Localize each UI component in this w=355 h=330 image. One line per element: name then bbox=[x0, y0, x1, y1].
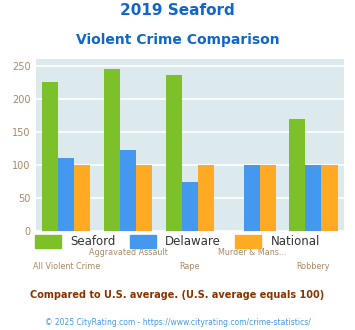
Text: Rape: Rape bbox=[180, 262, 200, 271]
Bar bbox=[198, 165, 214, 231]
Bar bbox=[260, 165, 276, 231]
Text: © 2025 CityRating.com - https://www.cityrating.com/crime-statistics/: © 2025 CityRating.com - https://www.city… bbox=[45, 318, 310, 327]
Bar bbox=[75, 165, 91, 231]
Bar bbox=[120, 150, 136, 231]
Text: Aggravated Assault: Aggravated Assault bbox=[89, 248, 168, 257]
Text: Compared to U.S. average. (U.S. average equals 100): Compared to U.S. average. (U.S. average … bbox=[31, 290, 324, 300]
Bar bbox=[166, 75, 182, 231]
Bar bbox=[104, 69, 120, 231]
Bar bbox=[244, 165, 260, 231]
Bar bbox=[322, 165, 338, 231]
Text: Robbery: Robbery bbox=[297, 262, 330, 271]
Bar bbox=[42, 82, 58, 231]
Text: Murder & Mans...: Murder & Mans... bbox=[218, 248, 286, 257]
Text: 2019 Seaford: 2019 Seaford bbox=[120, 3, 235, 18]
Legend: Seaford, Delaware, National: Seaford, Delaware, National bbox=[30, 230, 325, 253]
Bar bbox=[289, 119, 305, 231]
Bar bbox=[58, 158, 75, 231]
Bar bbox=[182, 182, 198, 231]
Bar bbox=[136, 165, 152, 231]
Bar bbox=[305, 165, 322, 231]
Text: Violent Crime Comparison: Violent Crime Comparison bbox=[76, 33, 279, 47]
Text: All Violent Crime: All Violent Crime bbox=[33, 262, 100, 271]
